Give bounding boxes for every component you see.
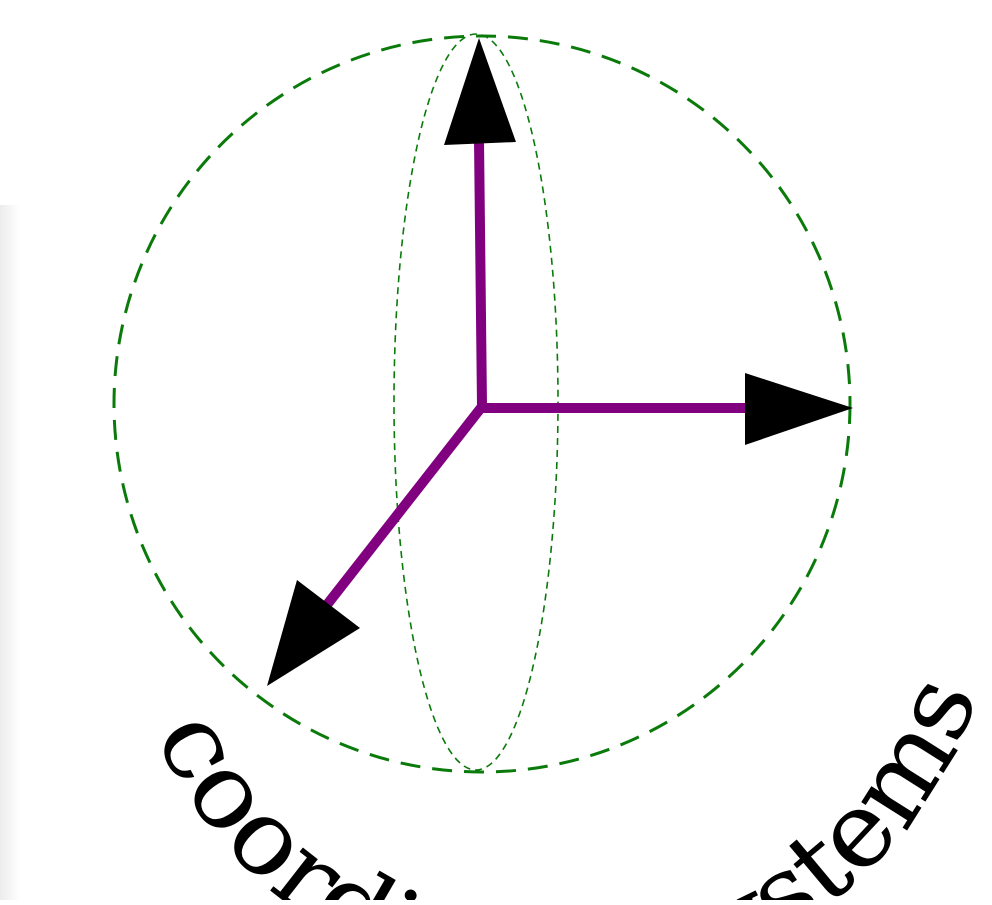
y-arrowhead [267,580,360,686]
sphere-meridian [393,33,559,771]
logo-text: coordinate-systems [132,659,992,900]
x-arrowhead [745,373,853,445]
logo-text-path: coordinate-systems [132,659,992,905]
sphere-outline [112,34,852,774]
axes [267,38,853,686]
z-arrowhead [444,38,516,145]
z-axis-line [474,139,487,407]
left-edge-shadow [0,205,20,900]
y-axis-line [322,400,488,610]
